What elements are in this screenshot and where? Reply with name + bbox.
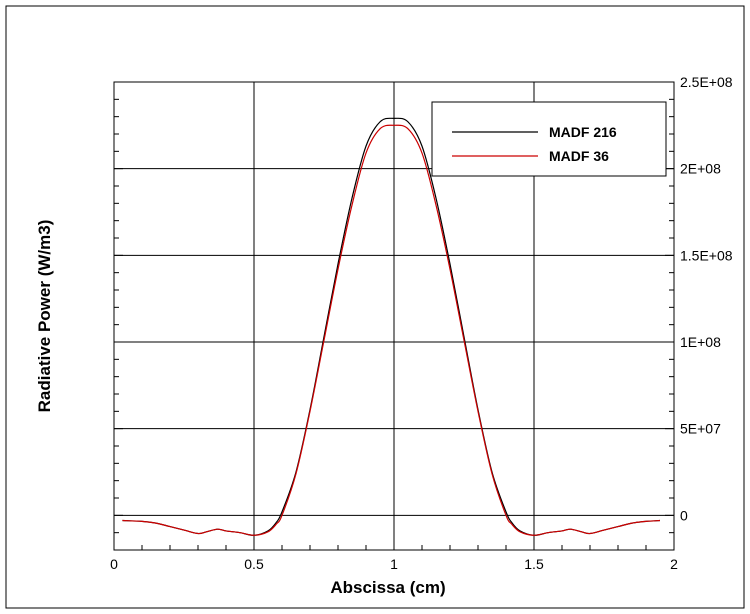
series-lines [122, 117, 661, 536]
y-tick-label: 5E+07 [680, 421, 721, 437]
legend-box [431, 101, 667, 177]
axis-ticks [113, 81, 675, 551]
series-line-2 [122, 124, 661, 536]
y-tick-label: 1.5E+08 [680, 247, 733, 263]
x-tick-label: 0.5 [244, 556, 264, 572]
x-axis-title: Abscissa (cm) [330, 578, 445, 597]
legend-label: MADF 36 [549, 148, 609, 164]
y-tick-label: 1E+08 [680, 334, 721, 350]
legend: MADF 216 MADF 36 [431, 101, 667, 177]
x-tick-label: 2 [670, 556, 678, 572]
legend-label: MADF 216 [549, 124, 617, 140]
x-tick-label: 1 [390, 556, 398, 572]
y-tick-label: 2.5E+08 [680, 74, 733, 90]
y-tick-label: 2E+08 [680, 161, 721, 177]
y-tick-label: 0 [680, 507, 688, 523]
x-tick-label: 1.5 [524, 556, 544, 572]
tick-labels: 0 0.5 1 1.5 2 0 5E+07 1E+08 1.5E+08 2E+08 2.5E+08 [110, 74, 733, 572]
x-tick-label: 0 [110, 556, 118, 572]
y-axis-title: Radiative Power (W/m3) [35, 220, 54, 413]
